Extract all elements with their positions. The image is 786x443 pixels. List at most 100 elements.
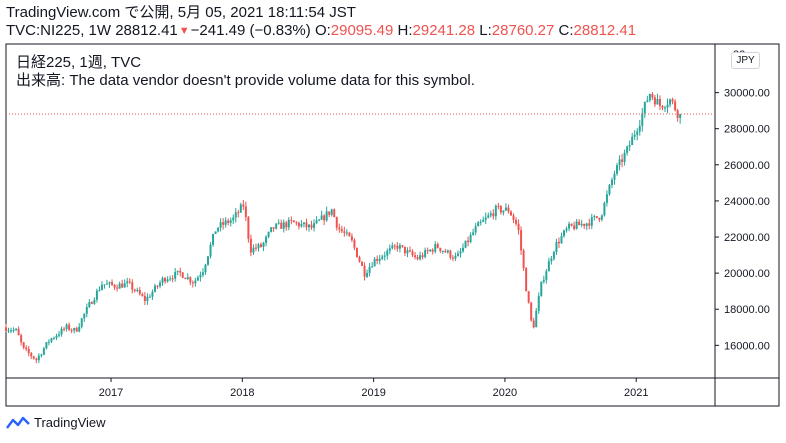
candle-body bbox=[595, 216, 598, 218]
candle-body bbox=[181, 272, 184, 278]
candle-body bbox=[610, 179, 613, 185]
candle-body bbox=[40, 354, 43, 356]
last-price: 28812.41 bbox=[115, 22, 178, 39]
candle-body bbox=[661, 105, 664, 108]
candle-body bbox=[648, 94, 651, 101]
candle-body bbox=[176, 270, 179, 272]
candle-body bbox=[224, 220, 227, 225]
candle-body bbox=[201, 272, 204, 276]
candle-body bbox=[310, 224, 313, 228]
candle-body bbox=[194, 280, 197, 284]
candle-body bbox=[638, 125, 641, 132]
candle-body bbox=[616, 165, 619, 174]
candle-body bbox=[469, 234, 472, 243]
candle-body bbox=[300, 224, 303, 227]
candle-body bbox=[376, 258, 379, 261]
candle-body bbox=[169, 278, 172, 280]
x-tick-label: 2021 bbox=[624, 387, 648, 399]
y-tick-label: 18000.00 bbox=[724, 304, 770, 316]
candle-body bbox=[78, 326, 81, 332]
candle-body bbox=[618, 159, 621, 166]
candle-body bbox=[116, 287, 119, 289]
candle-body bbox=[474, 226, 477, 233]
candle-body bbox=[232, 217, 235, 221]
candle-body bbox=[527, 291, 530, 303]
candle-body bbox=[573, 225, 576, 229]
candle-body bbox=[401, 245, 404, 247]
candle-body bbox=[368, 266, 371, 273]
time-axis: 2017 2018 2019 2020 2021 bbox=[99, 378, 648, 399]
candle-body bbox=[126, 281, 129, 284]
candle-body bbox=[515, 219, 518, 224]
candle-body bbox=[17, 328, 20, 336]
candle-body bbox=[148, 296, 151, 298]
candle-body bbox=[174, 271, 177, 279]
candle-body bbox=[330, 209, 333, 215]
y-tick-label: 30000.00 bbox=[724, 88, 770, 100]
candle-body bbox=[451, 257, 454, 259]
x-tick-label: 2017 bbox=[99, 387, 123, 399]
candle-body bbox=[323, 215, 326, 221]
candle-body bbox=[487, 215, 490, 218]
candle-body bbox=[664, 107, 667, 109]
candle-body bbox=[530, 302, 533, 321]
candle-body bbox=[184, 277, 187, 280]
x-tick-label: 2018 bbox=[230, 387, 254, 399]
candle-body bbox=[414, 255, 417, 258]
close-value: 28812.41 bbox=[573, 22, 637, 39]
candle-body bbox=[568, 223, 571, 229]
candle-body bbox=[141, 294, 144, 296]
candle-body bbox=[131, 282, 134, 290]
candle-body bbox=[234, 212, 237, 218]
candle-body bbox=[63, 328, 66, 330]
footer-brand[interactable]: TradingView bbox=[34, 415, 106, 430]
y-tick-label: 26000.00 bbox=[724, 160, 770, 172]
candle-body bbox=[196, 277, 199, 281]
candle-body bbox=[557, 241, 560, 244]
candle-body bbox=[100, 284, 103, 290]
candle-body bbox=[295, 222, 298, 224]
candle-body bbox=[242, 204, 245, 207]
candle-body bbox=[628, 145, 631, 147]
candle-body bbox=[121, 283, 124, 288]
candle-body bbox=[391, 245, 394, 249]
x-tick-label: 2019 bbox=[361, 387, 385, 399]
candle-body bbox=[378, 258, 381, 261]
candle-body bbox=[424, 250, 427, 257]
candle-body bbox=[651, 94, 654, 98]
candle-body bbox=[272, 227, 275, 229]
candle-body bbox=[464, 240, 467, 248]
candle-body bbox=[136, 289, 139, 291]
candle-body bbox=[265, 236, 268, 243]
candle-body bbox=[605, 194, 608, 203]
candle-body bbox=[239, 204, 242, 213]
candle-body bbox=[613, 173, 616, 180]
candle-body bbox=[462, 247, 465, 252]
site-name[interactable]: TradingView.com bbox=[6, 4, 121, 21]
candle-body bbox=[509, 211, 512, 216]
candle-body bbox=[85, 307, 88, 314]
candle-body bbox=[22, 342, 25, 348]
candle-body bbox=[5, 327, 7, 332]
candle-body bbox=[355, 247, 358, 258]
candle-body bbox=[103, 284, 106, 286]
candle-body bbox=[313, 223, 316, 228]
footer: TradingView bbox=[6, 415, 106, 431]
candle-body bbox=[70, 329, 73, 331]
candle-body bbox=[318, 219, 321, 221]
candle-body bbox=[153, 285, 156, 292]
publish-date: で公開, 5月 05, 2021 18:11:54 JST bbox=[124, 4, 356, 21]
low-value: 28760.27 bbox=[491, 22, 555, 39]
candle-body bbox=[227, 220, 230, 223]
high-value: 29241.28 bbox=[412, 22, 476, 39]
candle-body bbox=[113, 284, 116, 288]
candle-body bbox=[320, 215, 323, 220]
candle-body bbox=[25, 347, 28, 350]
candle-body bbox=[262, 242, 265, 247]
candle-body bbox=[108, 282, 111, 284]
candle-body bbox=[307, 224, 310, 228]
currency-badge[interactable]: JPY bbox=[731, 52, 760, 69]
candle-body bbox=[27, 349, 30, 354]
candle-body bbox=[552, 252, 555, 259]
